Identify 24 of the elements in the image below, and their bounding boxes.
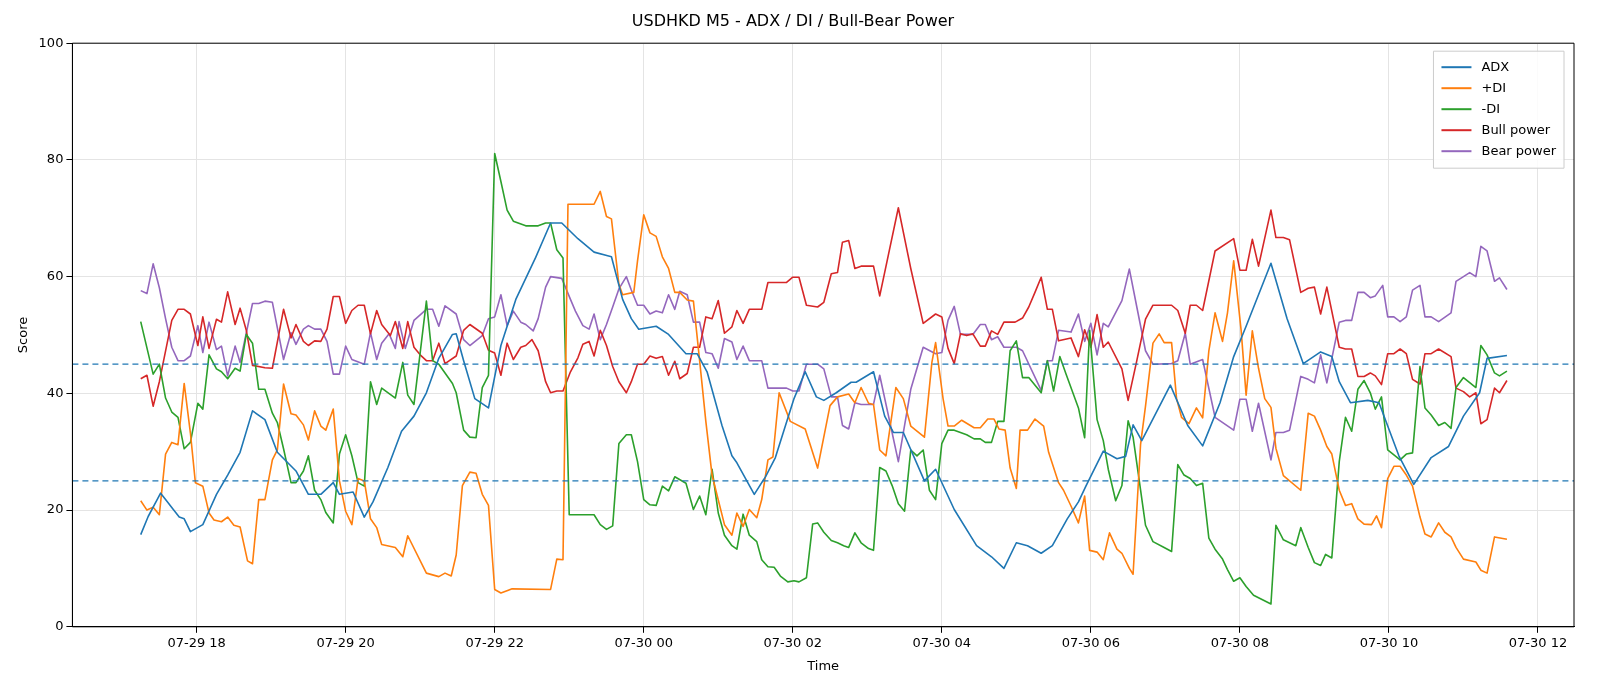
- y-tick-label: 80: [46, 151, 64, 167]
- x-tick-label: 07-29 18: [167, 634, 226, 650]
- x-axis-title: Time: [806, 657, 840, 673]
- x-tick-label: 07-30 12: [1508, 634, 1568, 650]
- x-tick-label: 07-30 10: [1359, 634, 1419, 650]
- y-tick-label: 60: [46, 268, 64, 284]
- y-tick-label: 100: [38, 34, 64, 50]
- y-tick-label: 20: [46, 501, 64, 517]
- legend-label: ADX: [1481, 58, 1510, 74]
- x-tick-label: 07-30 08: [1210, 634, 1270, 650]
- x-tick-label: 07-30 06: [1061, 634, 1121, 650]
- chart-title: USDHKD M5 - ADX / DI / Bull-Bear Power: [631, 10, 955, 30]
- x-tick-label: 07-30 04: [912, 634, 972, 650]
- y-axis-title: Score: [15, 316, 31, 354]
- x-tick-label: 07-29 20: [316, 634, 375, 650]
- legend-label: +DI: [1481, 79, 1507, 95]
- x-tick-label: 07-29 22: [465, 634, 524, 650]
- legend-label: Bear power: [1481, 142, 1557, 158]
- y-tick-label: 0: [55, 618, 64, 634]
- x-tick-label: 07-30 02: [763, 634, 822, 650]
- legend-label: -DI: [1481, 100, 1501, 116]
- y-tick-label: 40: [46, 384, 64, 400]
- x-tick-label: 07-30 00: [614, 634, 673, 650]
- legend-label: Bull power: [1481, 121, 1551, 137]
